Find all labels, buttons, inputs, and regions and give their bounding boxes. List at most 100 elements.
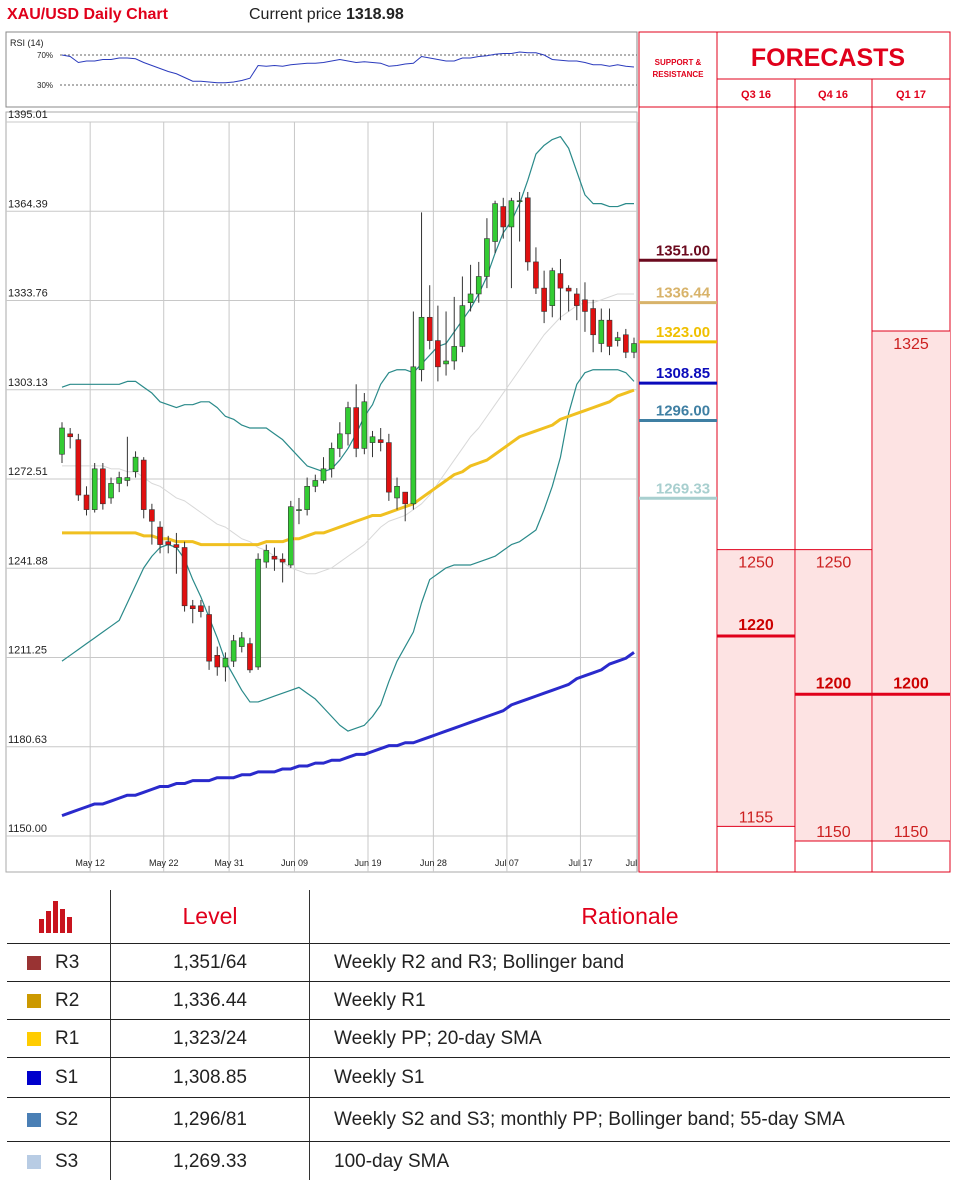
level-rationale: Weekly S2 and S3; monthly PP; Bollinger … [334,1108,845,1130]
level-key-label: S3 [55,1151,79,1172]
candle-bull [91,468,98,510]
table-row: R2 1,336.44 Weekly R1 [7,982,950,1019]
forecast-low-value: 1150 [816,824,851,841]
sr-level-value: 1308.85 [656,365,710,382]
current-price: Current price 1318.98 [249,6,404,24]
level-key-label: R1 [55,1027,80,1049]
candle-bear [83,494,90,510]
candle-bull [328,448,335,470]
candle-bear [100,468,106,505]
candle-bear [353,407,359,449]
candle-bear [214,655,221,668]
sr-levels: 1351.00 1336.44 1323.00 1308.85 1296.00 1269.… [639,242,717,500]
sr-level-value: 1323.00 [656,324,710,341]
current-price-label: Current price [249,6,342,23]
x-tick-label: Jun 28 [420,858,447,868]
y-tick-label: 1272.51 [8,466,48,478]
table-row: R1 1,323/24 Weekly PP; 20-day SMA [7,1020,950,1057]
candle-bear [533,261,539,289]
forecast-high-value: 1250 [738,555,774,572]
level-value: 1,351/64 [173,951,247,973]
forecast-mid-value: 1220 [738,617,774,634]
forecast-low-value: 1150 [894,824,929,841]
candle-bull [516,200,523,203]
rsi-30-label: 30% [37,81,53,90]
x-tick-label: May 31 [214,858,244,868]
candle-bear [435,340,441,368]
candle-bull [369,436,376,443]
candle-bull [631,343,637,353]
level-swatch [27,993,41,1008]
candle-bull [484,238,490,277]
candle-bear [198,605,204,612]
forecast-high-value: 1250 [816,555,852,572]
rsi-70-label: 70% [37,51,53,60]
candle-bear [279,558,286,563]
candle-bull [508,200,515,228]
forecast-mid-value: 1200 [816,675,852,692]
forecasts-title: FORECASTS [751,44,905,72]
y-tick-label: 1180.63 [8,734,47,746]
table-row: S2 1,296/81 Weekly S2 and S3; monthly PP; … [7,1098,950,1141]
level-value: 1,336.44 [173,989,247,1011]
candle-bear [582,299,588,312]
quarter-q4: Q4 16 [818,89,848,101]
level-value: 1,323/24 [173,1027,247,1049]
candle-bull [337,433,343,449]
forecast-panel: SUPPORT & RESISTANCE FORECASTS Q3 16 Q4 … [638,31,951,873]
candle-bull [59,427,65,455]
row-divider [7,1141,950,1142]
sr-title-1: SUPPORT & [655,58,702,67]
level-value: 1,296/81 [173,1108,247,1130]
level-swatch [27,955,41,970]
candle-bull [304,485,310,510]
candle-bull [614,337,621,341]
candle-bull [287,506,294,566]
candle-bear [173,544,180,548]
candle-bull [418,316,425,371]
candle-bear [271,555,278,560]
grid [6,121,639,872]
level-key: S3 [7,1142,110,1182]
level-swatch [27,1031,41,1046]
candle-bull [467,293,474,304]
level-header: Level [182,903,238,929]
rationale-header: Rationale [581,903,679,929]
forecast-range-q3 [718,549,795,827]
y-tick-label: 1364.39 [8,198,48,210]
candle-bull [475,276,482,295]
candle-bear [75,439,82,496]
level-value: 1,269.33 [173,1151,247,1172]
level-swatch [27,1155,41,1169]
sr-level-value: 1336.44 [656,285,711,302]
candle-bull [345,407,351,435]
table-row: S1 1,308.85 Weekly S1 [7,1058,950,1097]
level-key: R3 [7,944,110,981]
candle-bull [312,480,319,487]
candle-bull [549,270,556,306]
candle-bear [606,319,613,347]
level-rationale: Weekly PP; 20-day SMA [334,1027,542,1049]
level-rationale: Weekly R1 [334,989,426,1011]
x-tick-label: Jun 19 [354,858,381,868]
candles [59,191,637,682]
candle-bull [263,550,270,563]
sma100-line [61,651,635,818]
level-rationale: 100-day SMA [334,1151,450,1172]
level-key: R1 [7,1020,110,1057]
candle-bull [361,401,368,449]
chart-area: RSI (14) 70% 30% 1395.011364.391333.7613… [5,31,951,873]
row-divider [7,1019,950,1020]
table-row: S3 1,269.33 100-day SMA [7,1142,950,1182]
level-value: 1,308.85 [173,1066,247,1088]
forecast-values: 1250 1220 1155 1250 1200 1150 1325 1200 1150 [717,330,950,842]
row-divider [7,1057,950,1058]
x-tick-label: Jun 09 [281,858,308,868]
level-rationale: Weekly R2 and R3; Bollinger band [334,951,625,973]
level-swatch [27,1070,41,1085]
level-swatch [27,1112,41,1127]
candle-bear [426,316,433,341]
bar-chart-icon [7,890,110,943]
forecast-high-value: 1325 [893,336,929,353]
row-divider [7,1097,950,1098]
